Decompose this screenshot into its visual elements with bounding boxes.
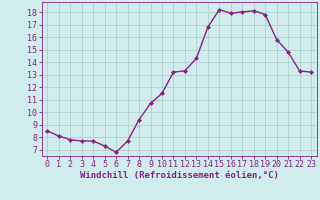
X-axis label: Windchill (Refroidissement éolien,°C): Windchill (Refroidissement éolien,°C) xyxy=(80,171,279,180)
